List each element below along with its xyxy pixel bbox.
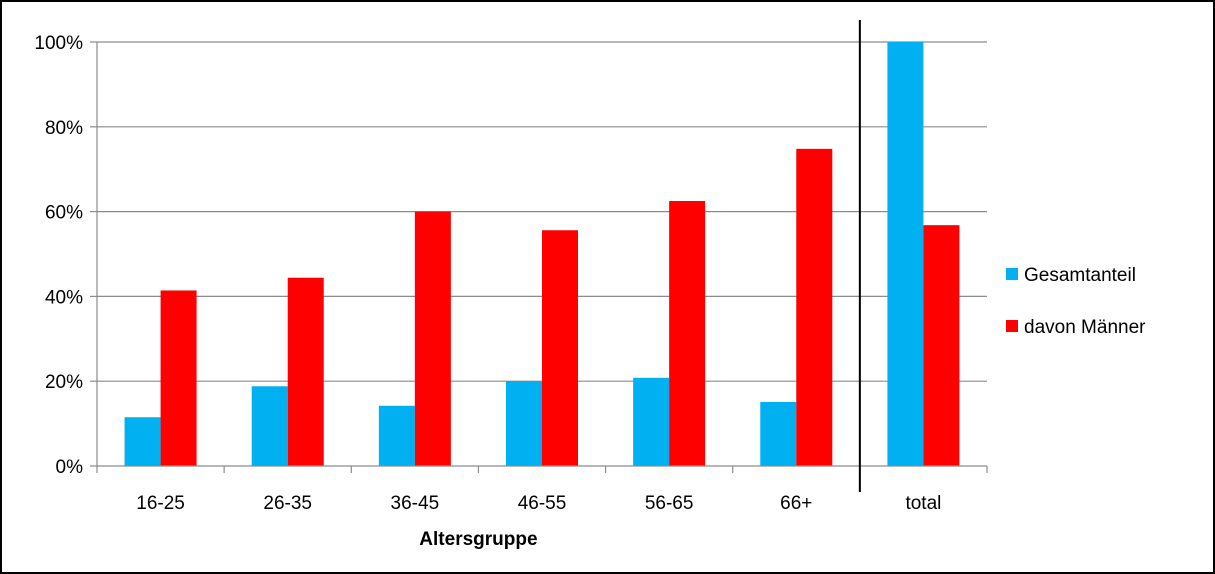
bar-davon-maenner-46-55 (542, 230, 578, 466)
x-tick-label: total (905, 493, 941, 514)
bar-davon-maenner-66+ (796, 148, 833, 466)
gridlines (97, 41, 987, 382)
x-tick-label: 16-25 (136, 493, 185, 514)
legend-label: davon Männer (1024, 317, 1146, 338)
x-tick-labels: 16-25 26-35 36-45 46-55 56-65 66+ total (136, 493, 941, 514)
legend-swatch (1006, 320, 1018, 332)
y-tick-label: 40% (45, 287, 83, 308)
bar-gesamtanteil-26-35 (251, 386, 288, 466)
bar-davon-maenner-16-25 (160, 290, 197, 466)
y-tick-labels: 0% 20% 40% 60% 80% 100% (34, 33, 83, 478)
bar-gesamtanteil-46-55 (506, 381, 542, 466)
x-tick-label: 26-35 (263, 493, 312, 514)
bar-gesamtanteil-total (887, 42, 924, 466)
bar-davon-maenner-56-65 (669, 201, 706, 466)
bars (124, 42, 960, 466)
bar-gesamtanteil-66+ (760, 401, 797, 466)
y-tick-label: 80% (45, 118, 83, 139)
axes (90, 20, 988, 492)
y-tick-label: 20% (45, 372, 83, 393)
y-tick-label: 60% (45, 203, 83, 224)
bar-davon-maenner-36-45 (414, 211, 451, 466)
bar-gesamtanteil-56-65 (633, 377, 670, 466)
bar-davon-maenner-26-35 (287, 277, 324, 466)
bar-davon-maenner-total (923, 225, 960, 466)
bar-gesamtanteil-16-25 (124, 417, 161, 466)
x-tick-label: 46-55 (518, 493, 567, 514)
x-tick-label: 66+ (780, 493, 812, 514)
bar-gesamtanteil-36-45 (378, 405, 415, 466)
x-tick-label: 56-65 (645, 493, 694, 514)
legend-swatch (1006, 268, 1018, 280)
x-axis-title: Altersgruppe (419, 529, 537, 550)
legend: Gesamtanteil davon Männer (1006, 265, 1146, 338)
legend-label: Gesamtanteil (1024, 265, 1136, 286)
y-tick-label: 0% (56, 457, 84, 478)
y-tick-label: 100% (34, 33, 83, 54)
x-tick-label: 36-45 (391, 493, 440, 514)
